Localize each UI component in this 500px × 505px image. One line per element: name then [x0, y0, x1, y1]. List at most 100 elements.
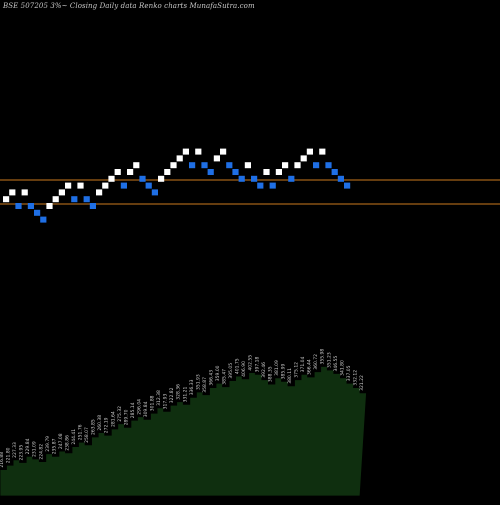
renko-brick-down	[238, 175, 245, 182]
renko-brick-up	[9, 189, 16, 196]
price-label: 385.47	[222, 369, 228, 385]
price-label: 221.80	[6, 447, 12, 463]
price-label: 244.41	[71, 429, 77, 445]
renko-brick-up	[195, 148, 202, 155]
renko-brick-up	[244, 162, 251, 169]
renko-brick-down	[251, 175, 258, 182]
price-label: 397.18	[254, 357, 260, 373]
price-label: 251.76	[78, 424, 84, 440]
renko-brick-up	[300, 155, 307, 162]
renko-brick-up	[46, 203, 53, 209]
price-label: 285.14	[130, 402, 136, 418]
price-label: 336.33	[189, 379, 195, 395]
price-label: 235.87	[51, 438, 57, 454]
renko-brick-down	[83, 196, 90, 203]
renko-brick-up	[96, 189, 103, 196]
price-label: 359.00	[215, 365, 221, 381]
renko-brick-up	[164, 169, 171, 175]
renko-brick-down	[344, 182, 351, 189]
price-label: 331.21	[182, 387, 188, 403]
renko-brick-down	[120, 182, 127, 189]
price-label: 332.12	[353, 370, 359, 386]
price-label: 263.85	[91, 419, 97, 435]
renko-brick-up	[102, 182, 109, 189]
price-label: 337.05	[346, 365, 352, 381]
price-label: 289.70	[123, 409, 129, 425]
renko-brick-down	[27, 203, 34, 209]
price-label: 296.04	[137, 399, 143, 415]
brick-layer	[3, 148, 351, 223]
renko-brick-up	[127, 169, 134, 175]
price-label: 231.09	[32, 441, 38, 457]
price-label: 272.19	[104, 417, 110, 433]
renko-brick-down	[201, 162, 208, 169]
price-label: 346.55	[333, 356, 339, 372]
price-label: 371.04	[300, 357, 306, 373]
price-label: 385.99	[281, 364, 287, 380]
renko-brick-down	[189, 162, 196, 169]
price-label: 281.64	[110, 411, 116, 427]
price-label: 229.84	[25, 438, 31, 454]
renko-brick-up	[3, 196, 10, 203]
renko-brick-down	[71, 196, 78, 203]
price-label: 351.93	[195, 374, 201, 390]
renko-brick-down	[145, 182, 152, 189]
price-label: 322.82	[169, 387, 175, 403]
renko-brick-down	[269, 182, 276, 189]
renko-brick-up	[77, 182, 84, 189]
price-label: 381.09	[274, 360, 280, 376]
price-label: 375.12	[294, 362, 300, 378]
renko-brick-down	[40, 216, 47, 223]
price-label: 238.86	[65, 435, 71, 451]
price-label: 260.38	[97, 415, 103, 431]
price-label: 321.22	[359, 375, 365, 391]
renko-brick-up	[282, 162, 289, 169]
price-label: 301.88	[150, 395, 156, 411]
renko-brick-down	[207, 169, 214, 175]
renko-brick-up	[21, 189, 28, 196]
renko-brick-down	[151, 189, 158, 196]
renko-brick-down	[325, 162, 332, 169]
renko-brick-up	[158, 175, 165, 182]
price-area-layer	[0, 366, 367, 497]
price-label: 224.82	[38, 444, 44, 460]
price-label: 380.11	[287, 368, 293, 384]
price-label: 247.08	[58, 433, 64, 449]
renko-brick-down	[313, 162, 320, 169]
renko-brick-down	[15, 203, 22, 209]
renko-brick-down	[232, 169, 239, 175]
price-label: 227.33	[12, 442, 18, 458]
renko-brick-up	[133, 162, 140, 169]
renko-brick-up	[58, 189, 65, 196]
price-label: 355.98	[320, 349, 326, 365]
price-label: 239.79	[45, 436, 51, 452]
price-label: 351.23	[326, 352, 332, 368]
price-label: 392.46	[261, 362, 267, 378]
renko-brick-up	[108, 175, 115, 182]
renko-brick-up	[176, 155, 183, 162]
chart-title: BSE 507205 3%~ Closing Daily data Renko …	[3, 2, 255, 10]
renko-brick-up	[52, 196, 59, 203]
reference-line-layer	[0, 179, 500, 205]
price-label: 258.07	[84, 427, 90, 443]
price-label: 366.44	[307, 359, 313, 375]
price-area	[0, 366, 367, 497]
renko-brick-up	[319, 148, 326, 155]
price-label: 309.84	[143, 401, 149, 417]
renko-brick-down	[34, 209, 41, 216]
renko-brick-down	[288, 175, 295, 182]
renko-brick-up	[114, 169, 121, 175]
price-label: 312.38	[156, 390, 162, 406]
price-label: 366.43	[209, 370, 215, 386]
renko-brick-down	[257, 182, 264, 189]
price-label: 328.36	[176, 384, 182, 400]
renko-brick-down	[139, 175, 146, 182]
price-label: 216.88	[0, 452, 5, 468]
price-label: 395.05	[228, 363, 234, 379]
price-label: 401.75	[235, 358, 241, 374]
renko-brick-up	[170, 162, 177, 169]
renko-brick-up	[220, 148, 227, 155]
price-label: 402.55	[248, 355, 254, 371]
